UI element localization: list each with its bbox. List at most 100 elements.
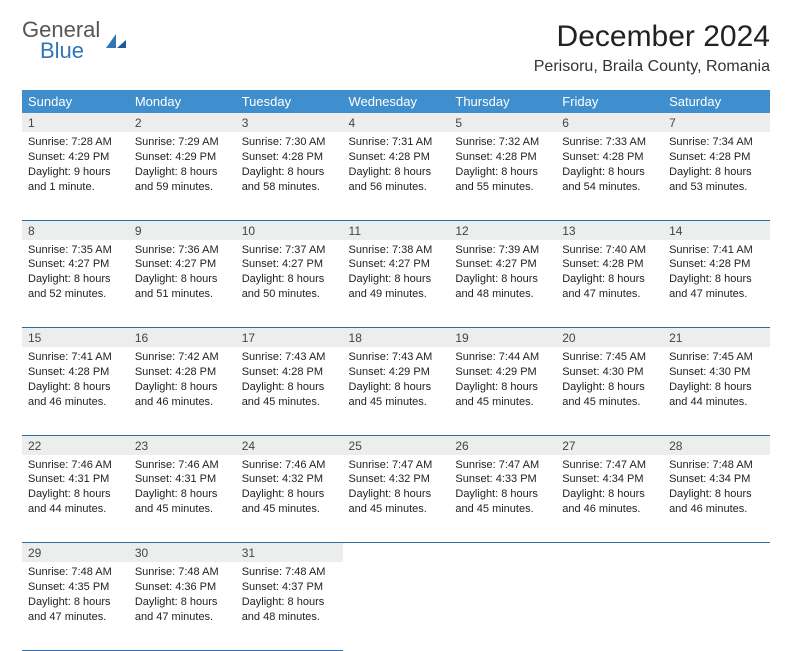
sunset-text: Sunset: 4:29 PM [28,150,123,165]
day-cell: Sunrise: 7:45 AMSunset: 4:30 PMDaylight:… [556,347,663,435]
sunrise-text: Sunrise: 7:48 AM [242,565,337,580]
sunrise-text: Sunrise: 7:48 AM [28,565,123,580]
day-number: 16 [129,328,236,347]
daylight-text: Daylight: 9 hours and 1 minute. [28,165,123,195]
day-number: 6 [556,113,663,132]
daynum-cell: 14 [663,220,770,240]
day-number: 11 [343,221,450,240]
daynum-row: 1234567 [22,113,770,132]
day-cell [449,562,556,650]
daylight-text: Daylight: 8 hours and 50 minutes. [242,272,337,302]
sunrise-text: Sunrise: 7:34 AM [669,135,764,150]
day-details: Sunrise: 7:43 AMSunset: 4:28 PMDaylight:… [236,347,343,415]
sunset-text: Sunset: 4:30 PM [562,365,657,380]
day-number: 25 [343,436,450,455]
day-details: Sunrise: 7:40 AMSunset: 4:28 PMDaylight:… [556,240,663,308]
daylight-text: Daylight: 8 hours and 54 minutes. [562,165,657,195]
day-details: Sunrise: 7:47 AMSunset: 4:34 PMDaylight:… [556,455,663,523]
day-number: 1 [22,113,129,132]
logo-text-blue: Blue [40,41,100,62]
daylight-text: Daylight: 8 hours and 47 minutes. [562,272,657,302]
sunrise-text: Sunrise: 7:39 AM [455,243,550,258]
day-cell: Sunrise: 7:45 AMSunset: 4:30 PMDaylight:… [663,347,770,435]
day-details: Sunrise: 7:33 AMSunset: 4:28 PMDaylight:… [556,132,663,200]
sunset-text: Sunset: 4:28 PM [242,365,337,380]
sunrise-text: Sunrise: 7:31 AM [349,135,444,150]
logo: General Blue [22,20,128,62]
daynum-cell: 17 [236,328,343,348]
sunset-text: Sunset: 4:28 PM [135,365,230,380]
day-number: 4 [343,113,450,132]
day-details: Sunrise: 7:48 AMSunset: 4:35 PMDaylight:… [22,562,129,630]
daylight-text: Daylight: 8 hours and 45 minutes. [455,380,550,410]
daynum-cell: 22 [22,435,129,455]
daylight-text: Daylight: 8 hours and 48 minutes. [242,595,337,625]
daynum-cell: 9 [129,220,236,240]
sunrise-text: Sunrise: 7:38 AM [349,243,444,258]
day-number: 9 [129,221,236,240]
day-content-row: Sunrise: 7:41 AMSunset: 4:28 PMDaylight:… [22,347,770,435]
day-number: 29 [22,543,129,562]
sunrise-text: Sunrise: 7:41 AM [28,350,123,365]
daynum-cell: 25 [343,435,450,455]
daynum-cell: 3 [236,113,343,132]
day-header: Thursday [449,90,556,113]
day-cell: Sunrise: 7:40 AMSunset: 4:28 PMDaylight:… [556,240,663,328]
daynum-cell: 31 [236,543,343,563]
daynum-cell: 13 [556,220,663,240]
daynum-cell [663,543,770,563]
day-number: 10 [236,221,343,240]
day-cell: Sunrise: 7:43 AMSunset: 4:28 PMDaylight:… [236,347,343,435]
day-cell: Sunrise: 7:48 AMSunset: 4:37 PMDaylight:… [236,562,343,650]
day-number: 3 [236,113,343,132]
sunset-text: Sunset: 4:35 PM [28,580,123,595]
daylight-text: Daylight: 8 hours and 45 minutes. [349,380,444,410]
sunset-text: Sunset: 4:28 PM [28,365,123,380]
daylight-text: Daylight: 8 hours and 51 minutes. [135,272,230,302]
day-cell: Sunrise: 7:29 AMSunset: 4:29 PMDaylight:… [129,132,236,220]
daynum-cell: 29 [22,543,129,563]
sunrise-text: Sunrise: 7:29 AM [135,135,230,150]
daynum-row: 22232425262728 [22,435,770,455]
sunset-text: Sunset: 4:28 PM [562,257,657,272]
day-details: Sunrise: 7:45 AMSunset: 4:30 PMDaylight:… [663,347,770,415]
daylight-text: Daylight: 8 hours and 49 minutes. [349,272,444,302]
sunset-text: Sunset: 4:28 PM [669,257,764,272]
sunrise-text: Sunrise: 7:43 AM [242,350,337,365]
sunrise-text: Sunrise: 7:46 AM [28,458,123,473]
sunset-text: Sunset: 4:32 PM [349,472,444,487]
sunrise-text: Sunrise: 7:45 AM [562,350,657,365]
sunrise-text: Sunrise: 7:47 AM [562,458,657,473]
sunrise-text: Sunrise: 7:47 AM [349,458,444,473]
sunset-text: Sunset: 4:30 PM [669,365,764,380]
day-header: Tuesday [236,90,343,113]
sunset-text: Sunset: 4:27 PM [242,257,337,272]
sunrise-text: Sunrise: 7:44 AM [455,350,550,365]
sunrise-text: Sunrise: 7:45 AM [669,350,764,365]
day-number: 13 [556,221,663,240]
sunrise-text: Sunrise: 7:35 AM [28,243,123,258]
sunset-text: Sunset: 4:37 PM [242,580,337,595]
sunrise-text: Sunrise: 7:37 AM [242,243,337,258]
day-details: Sunrise: 7:42 AMSunset: 4:28 PMDaylight:… [129,347,236,415]
day-number: 24 [236,436,343,455]
day-cell: Sunrise: 7:33 AMSunset: 4:28 PMDaylight:… [556,132,663,220]
sunrise-text: Sunrise: 7:48 AM [135,565,230,580]
sunset-text: Sunset: 4:28 PM [349,150,444,165]
day-cell: Sunrise: 7:48 AMSunset: 4:34 PMDaylight:… [663,455,770,543]
day-cell: Sunrise: 7:30 AMSunset: 4:28 PMDaylight:… [236,132,343,220]
sunrise-text: Sunrise: 7:32 AM [455,135,550,150]
day-details: Sunrise: 7:46 AMSunset: 4:31 PMDaylight:… [22,455,129,523]
day-cell: Sunrise: 7:32 AMSunset: 4:28 PMDaylight:… [449,132,556,220]
day-number: 26 [449,436,556,455]
daynum-cell: 2 [129,113,236,132]
day-cell [343,562,450,650]
daylight-text: Daylight: 8 hours and 58 minutes. [242,165,337,195]
title-block: December 2024 Perisoru, Braila County, R… [534,20,770,76]
daylight-text: Daylight: 8 hours and 55 minutes. [455,165,550,195]
daylight-text: Daylight: 8 hours and 45 minutes. [242,380,337,410]
daynum-row: 293031 [22,543,770,563]
day-cell: Sunrise: 7:43 AMSunset: 4:29 PMDaylight:… [343,347,450,435]
day-cell: Sunrise: 7:31 AMSunset: 4:28 PMDaylight:… [343,132,450,220]
day-number: 8 [22,221,129,240]
